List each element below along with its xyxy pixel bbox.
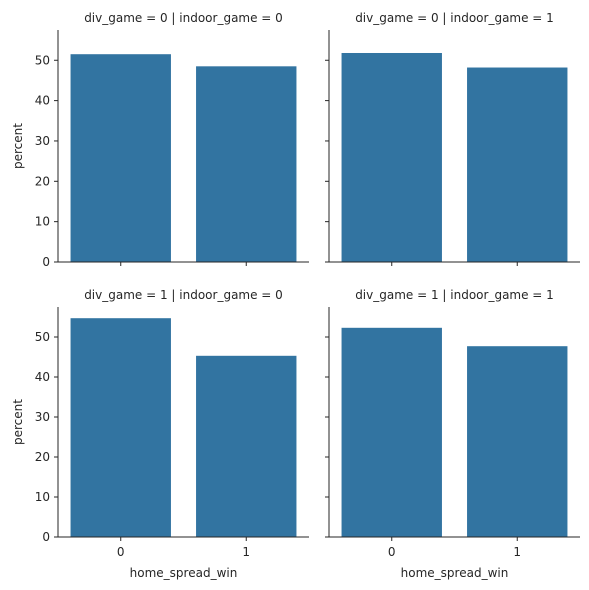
y-tick-label: 10 <box>35 215 50 229</box>
x-tick-label: 1 <box>242 545 250 559</box>
y-tick-label: 40 <box>35 94 50 108</box>
bar-0 <box>70 54 171 262</box>
y-tick-label: 10 <box>35 490 50 504</box>
facet-title: div_game = 1 | indoor_game = 0 <box>84 288 283 302</box>
x-axis-label: home_spread_win <box>130 566 238 580</box>
y-tick-label: 20 <box>35 450 50 464</box>
y-axis-label: percent <box>11 399 25 445</box>
facet-title: div_game = 1 | indoor_game = 1 <box>355 288 554 302</box>
x-tick-label: 1 <box>513 545 521 559</box>
bar-1 <box>196 355 297 537</box>
facet-title: div_game = 0 | indoor_game = 1 <box>355 11 554 25</box>
x-tick-label: 0 <box>388 545 396 559</box>
x-tick-label: 0 <box>117 545 125 559</box>
y-tick-label: 50 <box>35 330 50 344</box>
facet-title: div_game = 0 | indoor_game = 0 <box>84 11 283 25</box>
bar-0 <box>341 327 442 537</box>
bar-1 <box>196 66 297 262</box>
y-axis-label: percent <box>11 123 25 169</box>
bar-1 <box>467 346 568 537</box>
y-tick-label: 40 <box>35 370 50 384</box>
x-axis-label: home_spread_win <box>401 566 509 580</box>
y-tick-label: 30 <box>35 134 50 148</box>
bar-0 <box>341 52 442 262</box>
y-tick-label: 20 <box>35 174 50 188</box>
y-tick-label: 0 <box>42 530 50 544</box>
bar-0 <box>70 318 171 537</box>
y-tick-label: 30 <box>35 410 50 424</box>
bar-1 <box>467 67 568 263</box>
y-tick-label: 0 <box>42 255 50 269</box>
y-tick-label: 50 <box>35 53 50 67</box>
